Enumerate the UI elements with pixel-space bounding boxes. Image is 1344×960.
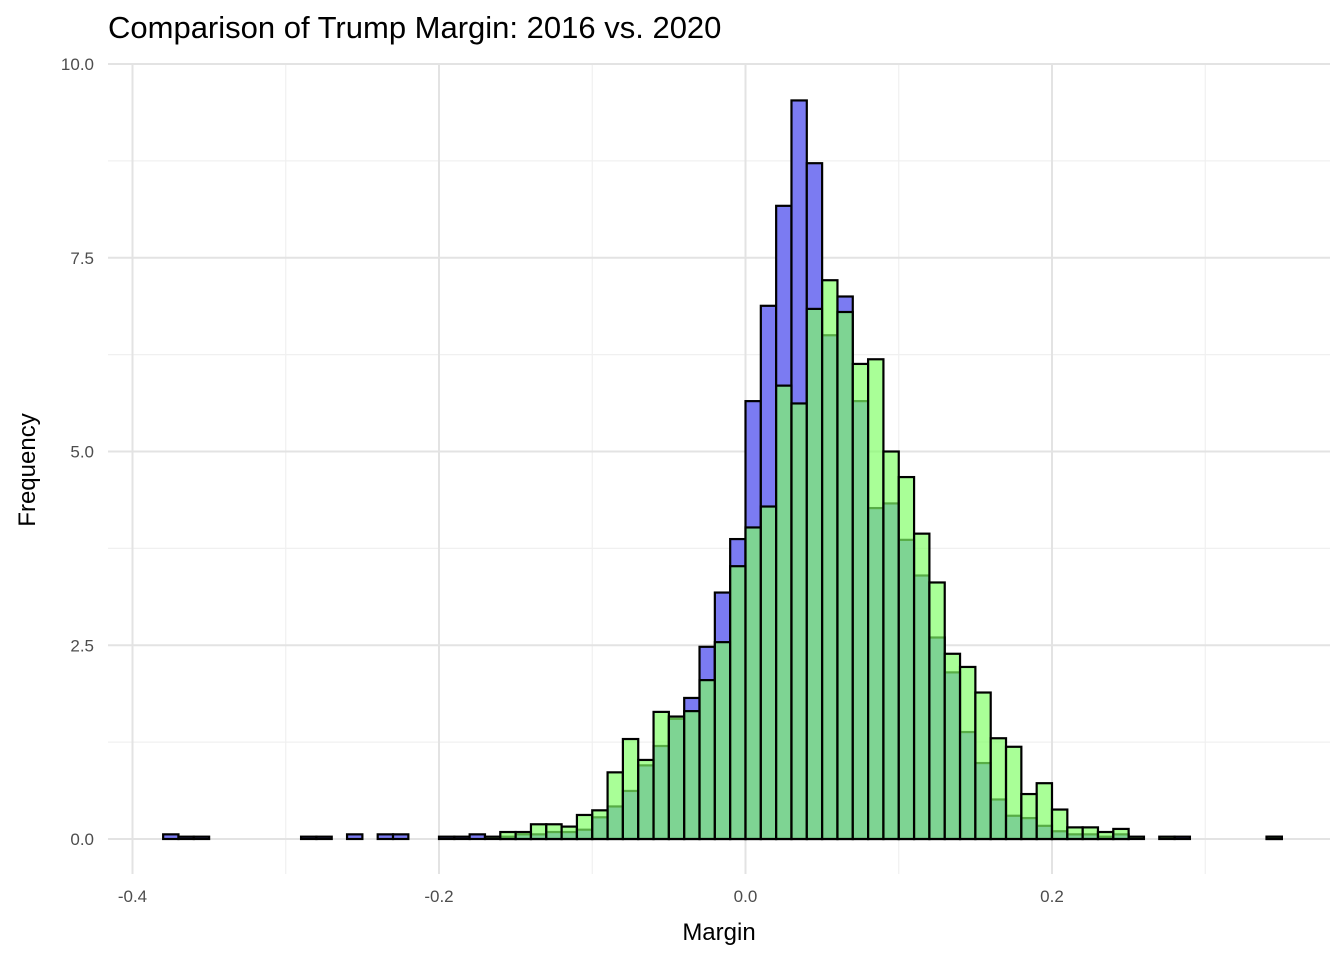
histogram-bar: [851, 362, 870, 841]
histogram-bar: [836, 310, 854, 841]
histogram-bar: [790, 402, 808, 841]
histogram-bar: [928, 581, 946, 841]
histogram-bar: [775, 384, 793, 841]
histogram-bar: [468, 833, 487, 841]
histogram-bar: [499, 830, 517, 841]
y-tick-label: 0.0: [70, 830, 94, 849]
histogram-bar: [943, 652, 962, 841]
histogram-bar: [315, 835, 333, 841]
histogram-bar: [729, 565, 747, 841]
histogram-bars: [162, 99, 1283, 841]
histogram-bar: [1020, 792, 1038, 841]
histogram-bar: [897, 475, 916, 841]
histogram-bar: [299, 835, 318, 841]
series-2-bars: [483, 279, 1283, 841]
histogram-bar: [621, 737, 640, 841]
histogram-bar: [1081, 826, 1100, 841]
histogram-bar: [483, 835, 502, 841]
histogram-bar: [606, 771, 625, 841]
histogram-bar: [1158, 835, 1176, 841]
histogram-bar: [667, 715, 686, 841]
histogram-bar: [805, 307, 824, 841]
x-axis-title: Margin: [682, 919, 755, 946]
histogram-bar: [1112, 827, 1130, 841]
histogram-bar: [391, 833, 410, 841]
histogram-bar: [1127, 835, 1146, 841]
histogram-bar: [1066, 826, 1084, 841]
histogram-bar: [683, 710, 701, 841]
histogram-bar: [437, 835, 456, 841]
histogram-bar: [591, 809, 609, 841]
histogram-bar: [345, 833, 364, 841]
histogram-bar: [744, 526, 762, 841]
histogram-bar: [882, 450, 900, 841]
histogram-bar: [912, 532, 931, 841]
histogram-bar: [376, 833, 395, 841]
histogram-bar: [652, 710, 670, 841]
histogram-bar: [958, 665, 977, 841]
histogram-bar: [1096, 830, 1115, 841]
histogram-bar: [759, 505, 778, 841]
y-tick-label: 7.5: [70, 249, 94, 268]
x-tick-label: 0.0: [734, 887, 758, 906]
y-tick-label: 10.0: [61, 55, 94, 74]
histogram-bar: [698, 679, 716, 841]
chart-title: Comparison of Trump Margin: 2016 vs. 202…: [108, 10, 722, 45]
histogram-bar: [866, 358, 885, 841]
histogram-bar: [974, 691, 992, 841]
x-tick-label: 0.2: [1040, 887, 1064, 906]
y-tick-label: 5.0: [70, 443, 94, 462]
histogram-bar: [1173, 835, 1192, 841]
histogram-bar: [529, 823, 548, 841]
histogram-bar: [637, 758, 655, 841]
histogram-bar: [514, 830, 533, 841]
histogram-bar: [177, 835, 195, 841]
histogram-bar: [560, 825, 579, 841]
histogram-bar: [1004, 745, 1023, 841]
histogram-bar: [1050, 808, 1069, 841]
histogram-bar: [713, 641, 732, 841]
y-tick-label: 2.5: [70, 636, 94, 655]
y-axis-title: Frequency: [14, 413, 41, 526]
histogram-bar: [1265, 835, 1283, 841]
histogram-bar: [545, 823, 563, 841]
axis-labels: -0.4 -0.2 0.0 0.2 0.0 2.5 5.0 7.5 10.0: [61, 55, 1064, 906]
histogram-bar: [1035, 782, 1054, 841]
histogram-bar: [821, 279, 839, 841]
histogram-bar: [575, 813, 594, 841]
x-tick-label: -0.2: [424, 887, 453, 906]
histogram-bar: [162, 833, 180, 841]
x-tick-label: -0.4: [118, 887, 147, 906]
histogram-bar: [453, 835, 471, 841]
histogram-bar: [192, 835, 211, 841]
histogram-bar: [989, 737, 1008, 841]
